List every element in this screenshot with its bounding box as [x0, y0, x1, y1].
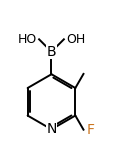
Text: N: N [46, 122, 57, 136]
Text: F: F [87, 123, 95, 137]
Text: OH: OH [66, 33, 86, 46]
Text: B: B [47, 45, 56, 59]
Text: HO: HO [17, 33, 37, 46]
